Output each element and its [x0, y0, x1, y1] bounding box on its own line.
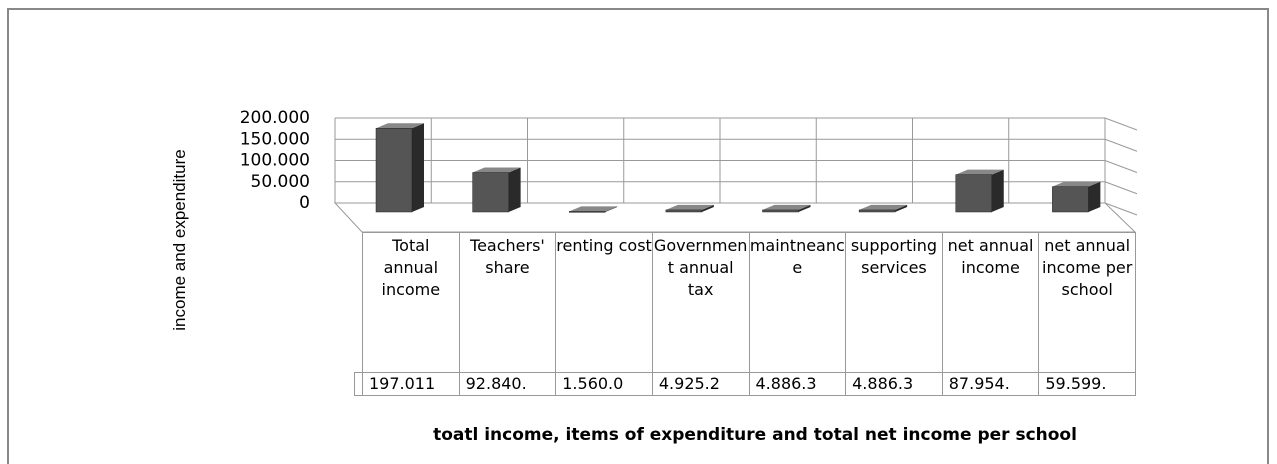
- grid-line: [1104, 138, 1138, 152]
- data-label: 4.886.3: [845, 372, 943, 396]
- bar-front: [569, 211, 606, 213]
- x-tick-label: maintneance: [748, 232, 847, 373]
- data-label: 1.560.0: [555, 372, 653, 396]
- bar-front: [375, 128, 413, 213]
- grid-line: [1104, 181, 1138, 195]
- bar-side: [991, 169, 1004, 212]
- grid-line: [1104, 160, 1138, 173]
- table-lead: [354, 372, 363, 396]
- bar-top: [859, 204, 908, 210]
- bar: [762, 204, 811, 213]
- bar: [375, 123, 424, 213]
- data-label: 4.925.2: [651, 372, 750, 396]
- x-tick-label: net annual income per school: [1038, 232, 1136, 373]
- bar: [665, 204, 714, 213]
- x-axis-title: toatl income, items of expenditure and t…: [433, 425, 1077, 445]
- bar-side: [798, 204, 811, 212]
- data-label: 59.599.: [1038, 372, 1136, 396]
- bar: [472, 167, 521, 213]
- y-tick-label: 0: [299, 193, 310, 213]
- x-tick-label: Total annual income: [362, 232, 460, 373]
- data-label: 197.011: [362, 372, 460, 396]
- y-tick-label: 150.000: [240, 129, 310, 149]
- bar-side: [605, 206, 618, 212]
- bar: [955, 169, 1004, 213]
- chart-frame: [7, 8, 1269, 464]
- bar-top: [376, 123, 424, 129]
- y-tick-label: 100.000: [240, 151, 310, 171]
- x-tick-label: net annual income: [941, 232, 1040, 373]
- bar-side: [1088, 181, 1101, 212]
- bar-front: [1052, 186, 1089, 213]
- bar-side: [508, 167, 521, 212]
- data-label: 4.886.3: [748, 372, 847, 396]
- bar: [569, 206, 618, 213]
- bar-top: [762, 204, 811, 210]
- y-tick-label: 50.000: [251, 172, 310, 192]
- y-axis-title: income and expenditure: [170, 149, 189, 331]
- bar-front: [665, 209, 703, 213]
- bar-front: [955, 174, 992, 213]
- x-tick-label: renting cost: [555, 232, 653, 373]
- y-tick-label: 200.000: [240, 108, 310, 128]
- grid-line: [1104, 117, 1138, 131]
- bar: [858, 204, 908, 213]
- data-label: 87.954.: [941, 372, 1040, 396]
- bar-side: [412, 123, 424, 212]
- x-tick-label: Government annual tax: [651, 232, 750, 373]
- bar-top: [472, 167, 521, 173]
- bar-front: [762, 209, 799, 213]
- bar: [1052, 181, 1101, 213]
- grid-line: [1104, 202, 1138, 216]
- bar-top: [955, 169, 1004, 175]
- bar-side: [701, 204, 714, 212]
- x-tick-label: supporting services: [845, 232, 943, 373]
- bar-top: [665, 204, 714, 210]
- floor: [333, 202, 1137, 233]
- bar-front: [472, 172, 509, 213]
- bar-top: [569, 206, 618, 212]
- bar-front: [858, 209, 896, 213]
- bar-top: [1052, 181, 1101, 187]
- bar-side: [895, 204, 908, 212]
- x-tick-label: Teachers' share: [458, 232, 557, 373]
- data-label: 92.840.: [458, 372, 557, 396]
